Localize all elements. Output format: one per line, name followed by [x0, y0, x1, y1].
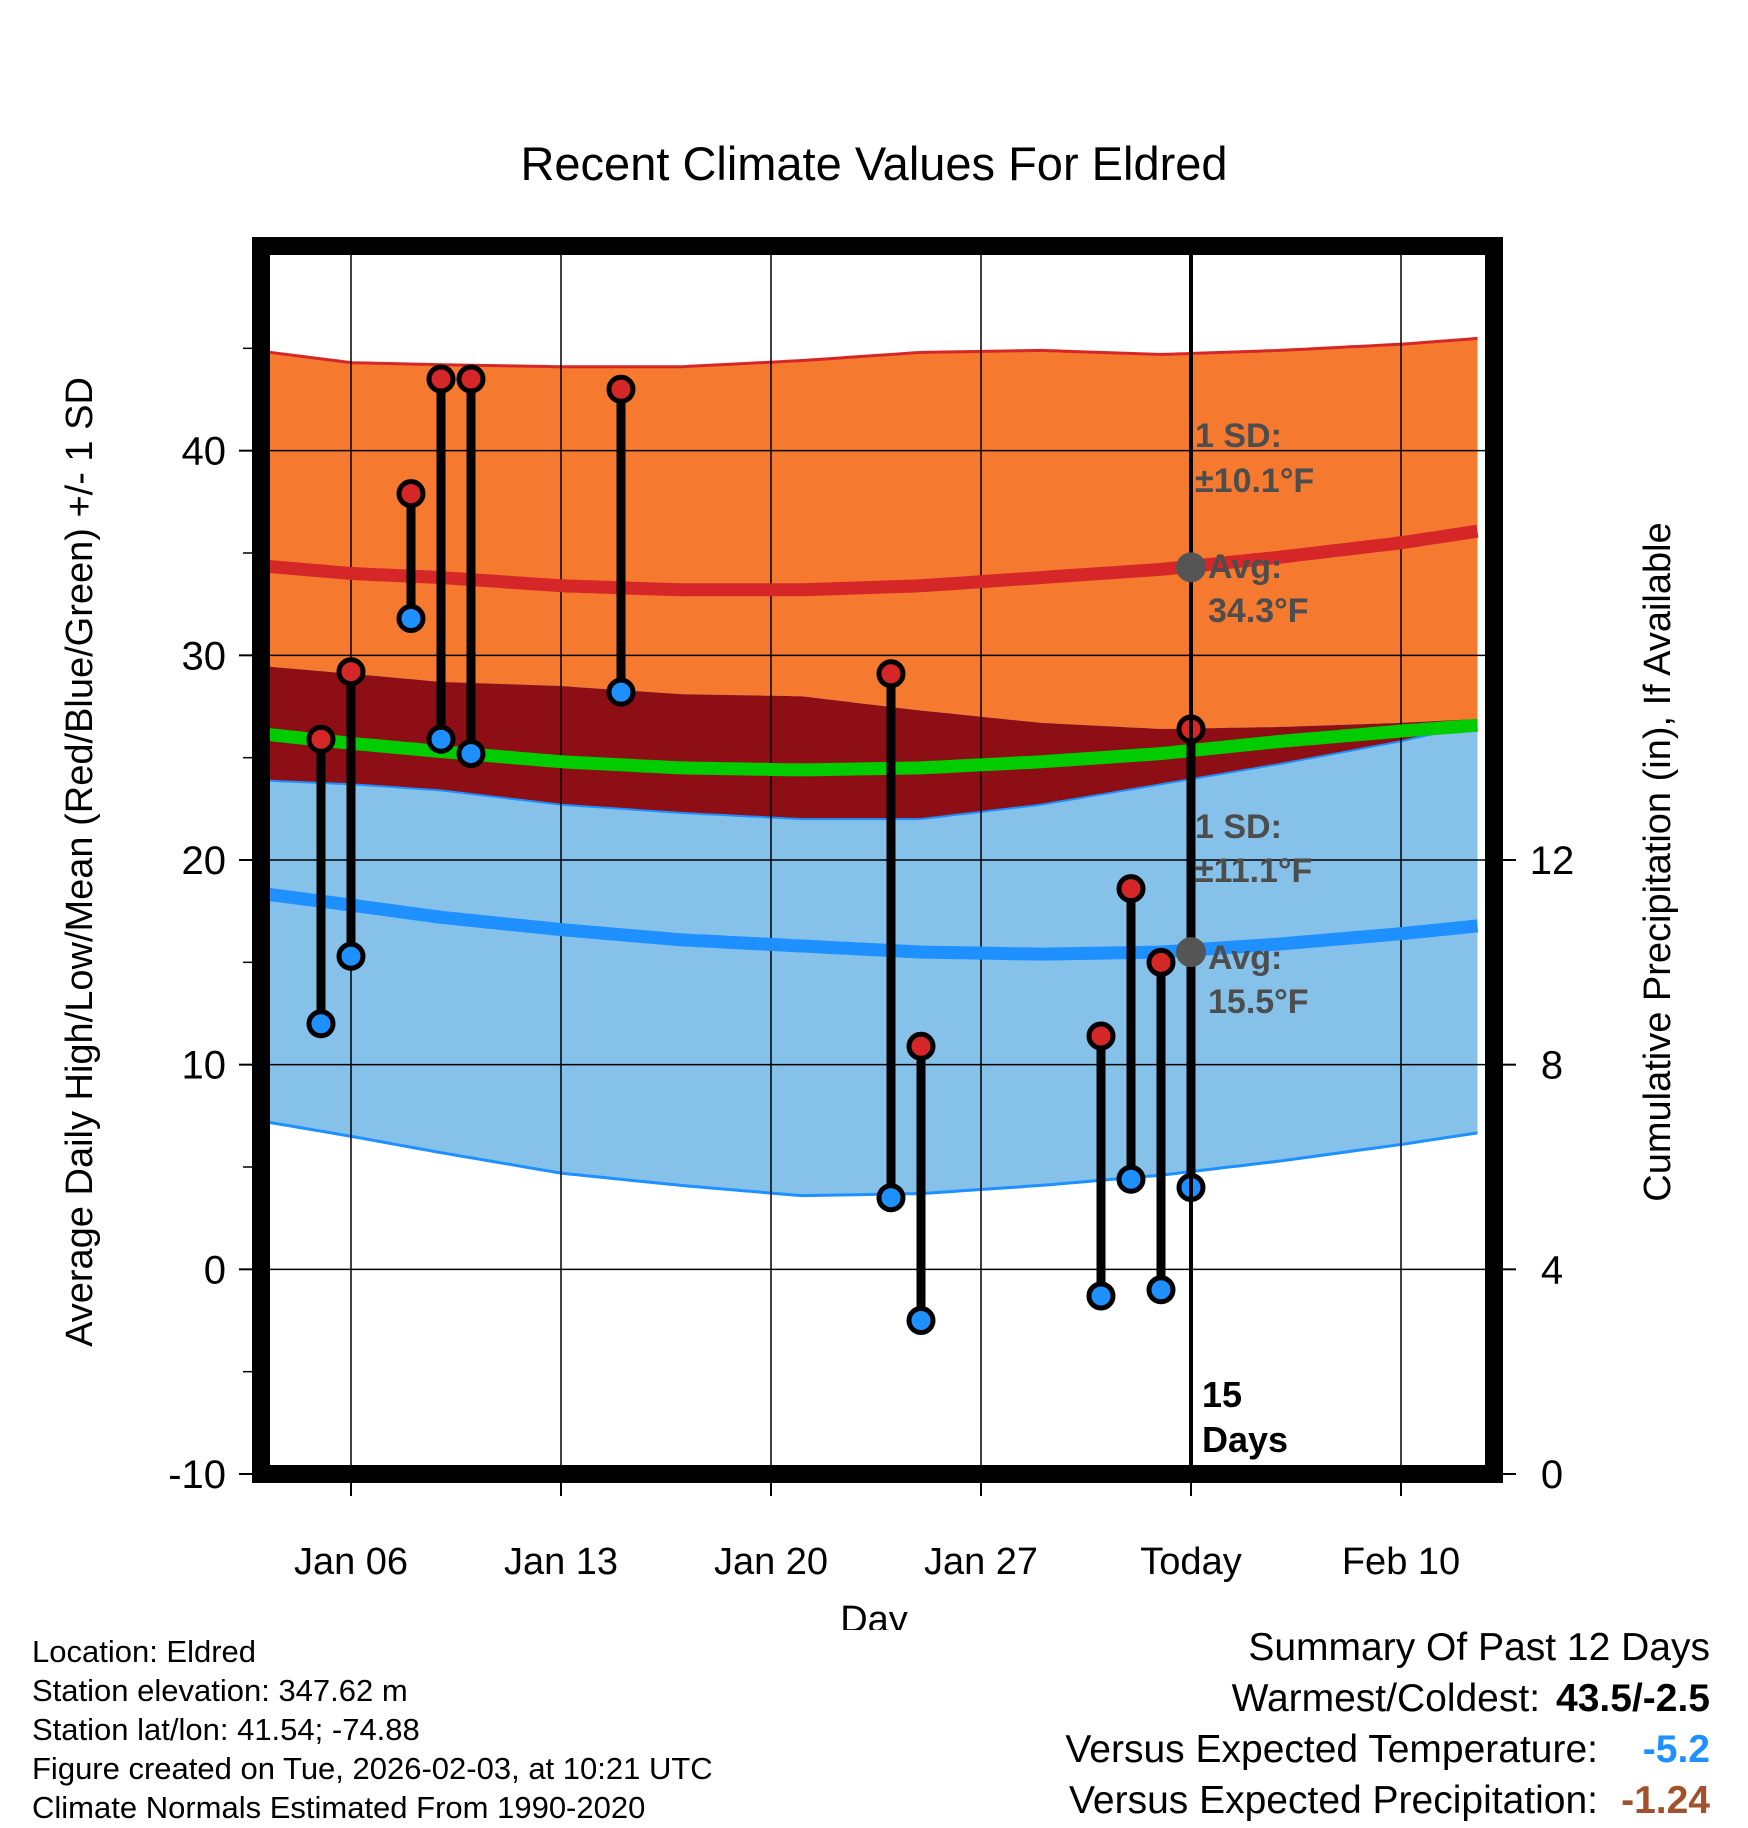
obs-low-point: [336, 941, 366, 971]
y-tick-label: -10: [168, 1453, 226, 1497]
y-axis-label: Average Daily High/Low/Mean (Red/Blue/Gr…: [59, 377, 101, 1347]
normals-text: Climate Normals Estimated From 1990-2020: [32, 1790, 646, 1825]
overlap-band: [261, 666, 1478, 820]
obs-low-point: [1086, 1281, 1116, 1311]
y2-tick-label: 8: [1541, 1044, 1563, 1088]
obs-high-point: [876, 659, 906, 689]
y-tick-label: 0: [204, 1248, 226, 1292]
high-avg-value: 34.3°F: [1208, 592, 1309, 630]
obs-low-point: [876, 1183, 906, 1213]
x-tick-label: Jan 13: [504, 1541, 618, 1583]
y2-tick-label: 0: [1541, 1453, 1563, 1497]
created-text: Figure created on Tue, 2026-02-03, at 10…: [32, 1751, 713, 1786]
precip-value: -1.24: [1621, 1779, 1710, 1822]
y2-tick-label: 12: [1530, 839, 1575, 883]
y2-axis-label: Cumulative Precipitation (in), If Availa…: [1637, 522, 1679, 1201]
y-tick-label: 20: [182, 839, 227, 883]
station-info: Location: Eldred Station elevation: 347.…: [32, 1632, 713, 1827]
obs-high-point: [336, 657, 366, 687]
obs-high-point: [1146, 947, 1176, 977]
summary-precip-row: Versus Expected Precipitation: -1.24: [1065, 1775, 1710, 1826]
temp-label: Versus Expected Temperature:: [1065, 1728, 1598, 1771]
obs-high-point: [906, 1031, 936, 1061]
obs-low-point: [606, 677, 636, 707]
today-high-avg-dot: [1176, 552, 1206, 583]
low-sd-label: 1 SD:: [1195, 808, 1282, 846]
obs-low-point: [1146, 1275, 1176, 1305]
high-avg-label: Avg:: [1208, 548, 1282, 586]
warmest-value: 43.5/-2.5: [1556, 1677, 1710, 1720]
warmest-label: Warmest/Coldest:: [1231, 1677, 1541, 1720]
low-avg-value: 15.5°F: [1208, 983, 1309, 1021]
obs-high-point: [1116, 874, 1146, 904]
high-sd-lower-line: [261, 722, 1478, 821]
x-tick-label: Jan 20: [714, 1541, 828, 1583]
x-tick-label: Feb 10: [1342, 1541, 1460, 1583]
obs-low-point: [906, 1306, 936, 1335]
obs-high-point: [396, 479, 426, 509]
high-sd-value: ±10.1°F: [1195, 462, 1314, 500]
summary-panel: Summary Of Past 12 Days Warmest/Coldest:…: [1065, 1622, 1710, 1826]
plot-frame: [252, 237, 1503, 1483]
y2-tick-label: 4: [1541, 1248, 1563, 1292]
climate-chart: Recent Climate Values For Eldred 1 SD: ±1…: [59, 137, 1679, 1630]
obs-low-point: [396, 603, 426, 633]
low-avg-label: Avg:: [1208, 939, 1282, 977]
precip-label: Versus Expected Precipitation:: [1069, 1779, 1598, 1822]
low-sd-value: ±11.1°F: [1195, 852, 1312, 890]
today-low-avg-dot: [1176, 937, 1206, 968]
temp-value: -5.2: [1642, 1728, 1710, 1771]
x-tick-label: Jan 27: [924, 1541, 1038, 1583]
obs-low-point: [306, 1009, 336, 1039]
normal-low-line: [261, 886, 1479, 961]
y-tick-label: 10: [182, 1044, 227, 1088]
y-tick-label: 40: [182, 430, 227, 474]
obs-high-point: [426, 364, 456, 394]
elevation-text: Station elevation: 347.62 m: [32, 1673, 408, 1708]
location-text: Location: Eldred: [32, 1634, 257, 1669]
obs-high-point: [1086, 1021, 1116, 1051]
summary-heading: Summary Of Past 12 Days: [1248, 1626, 1710, 1669]
obs-low-point: [456, 739, 486, 769]
high-sd-label: 1 SD:: [1195, 417, 1282, 455]
today-days-word: Days: [1202, 1419, 1288, 1460]
chart-title: Recent Climate Values For Eldred: [520, 137, 1227, 190]
today-days-number: 15: [1202, 1374, 1242, 1415]
y-tick-label: 30: [182, 634, 227, 678]
obs-high-point: [606, 374, 636, 404]
x-axis-label: Day: [840, 1599, 908, 1630]
summary-temp-row: Versus Expected Temperature: -5.2: [1065, 1724, 1710, 1775]
normal-high-line: [261, 524, 1479, 597]
observations: [306, 364, 1206, 1335]
low-sd-lower-line: [261, 1119, 1478, 1198]
obs-high-point: [306, 724, 336, 754]
summary-warmest-row: Warmest/Coldest: 43.5/-2.5: [1065, 1673, 1710, 1724]
x-tick-label: Jan 06: [294, 1541, 408, 1583]
obs-high-point: [456, 364, 486, 394]
x-tick-label: Today: [1140, 1541, 1241, 1583]
latlon-text: Station lat/lon: 41.54; -74.88: [32, 1712, 420, 1747]
high-sd-upper-line: [261, 336, 1478, 369]
obs-low-point: [1116, 1164, 1146, 1194]
obs-low-point: [426, 724, 456, 754]
